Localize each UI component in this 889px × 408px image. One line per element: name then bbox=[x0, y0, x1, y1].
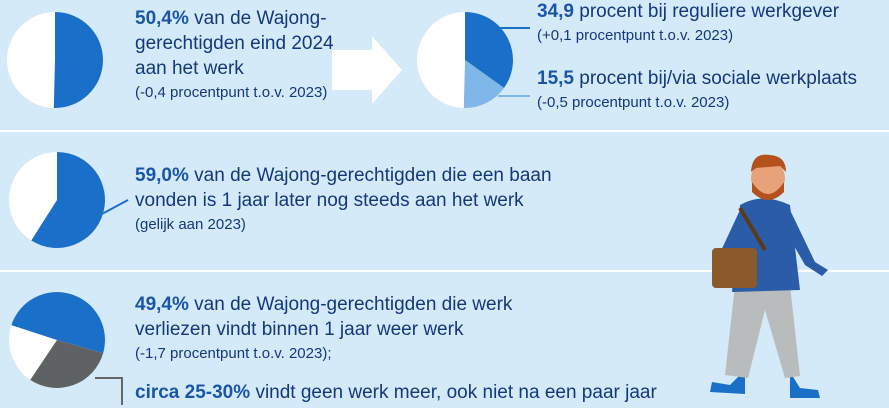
stat-block: 34,9 procent bij reguliere werkgever(+0,… bbox=[537, 0, 887, 48]
stat-note: (-1,7 procentpunt t.o.v. 2023); bbox=[135, 342, 555, 366]
stat-note: (gelijk aan 2023) bbox=[135, 213, 605, 237]
stat-value: circa 25-30% bbox=[135, 382, 250, 403]
stat-value: 50,4% bbox=[135, 8, 189, 29]
page: 50,4% van de Wajong-gerechtigden eind 20… bbox=[0, 0, 889, 408]
stat-note: (-0,4 procentpunt t.o.v. 2023) bbox=[135, 81, 360, 105]
stat-value: 34,9 bbox=[537, 1, 574, 22]
stat-text: procent bij reguliere werkgever bbox=[579, 1, 839, 22]
stat-value: 15,5 bbox=[537, 68, 574, 89]
stat-value: 59,0% bbox=[135, 165, 189, 186]
pie-slice bbox=[54, 12, 103, 108]
walking-man bbox=[710, 155, 828, 398]
stat-block: circa 25-30% vindt geen werk meer, ook n… bbox=[135, 380, 735, 405]
stat-text: vindt geen werk meer, ook niet na een pa… bbox=[255, 382, 656, 403]
stat-text: van de Wajong-gerechtigden die een baan … bbox=[135, 165, 552, 211]
stat-block: 49,4% van de Wajong-gerechtigden die wer… bbox=[135, 292, 555, 366]
connector bbox=[95, 378, 122, 405]
stat-text: van de Wajong-gerechtigden die werk verl… bbox=[135, 294, 512, 340]
stat-note: (-0,5 procentpunt t.o.v. 2023) bbox=[537, 91, 887, 115]
stat-value: 49,4% bbox=[135, 294, 189, 315]
stat-block: 15,5 procent bij/via sociale werkplaats(… bbox=[537, 66, 887, 115]
stat-block: 59,0% van de Wajong-gerechtigden die een… bbox=[135, 163, 605, 237]
stat-text: procent bij/via sociale werkplaats bbox=[579, 68, 857, 89]
stat-block: 50,4% van de Wajong-gerechtigden eind 20… bbox=[135, 6, 360, 105]
stat-note: (+0,1 procentpunt t.o.v. 2023) bbox=[537, 24, 887, 48]
